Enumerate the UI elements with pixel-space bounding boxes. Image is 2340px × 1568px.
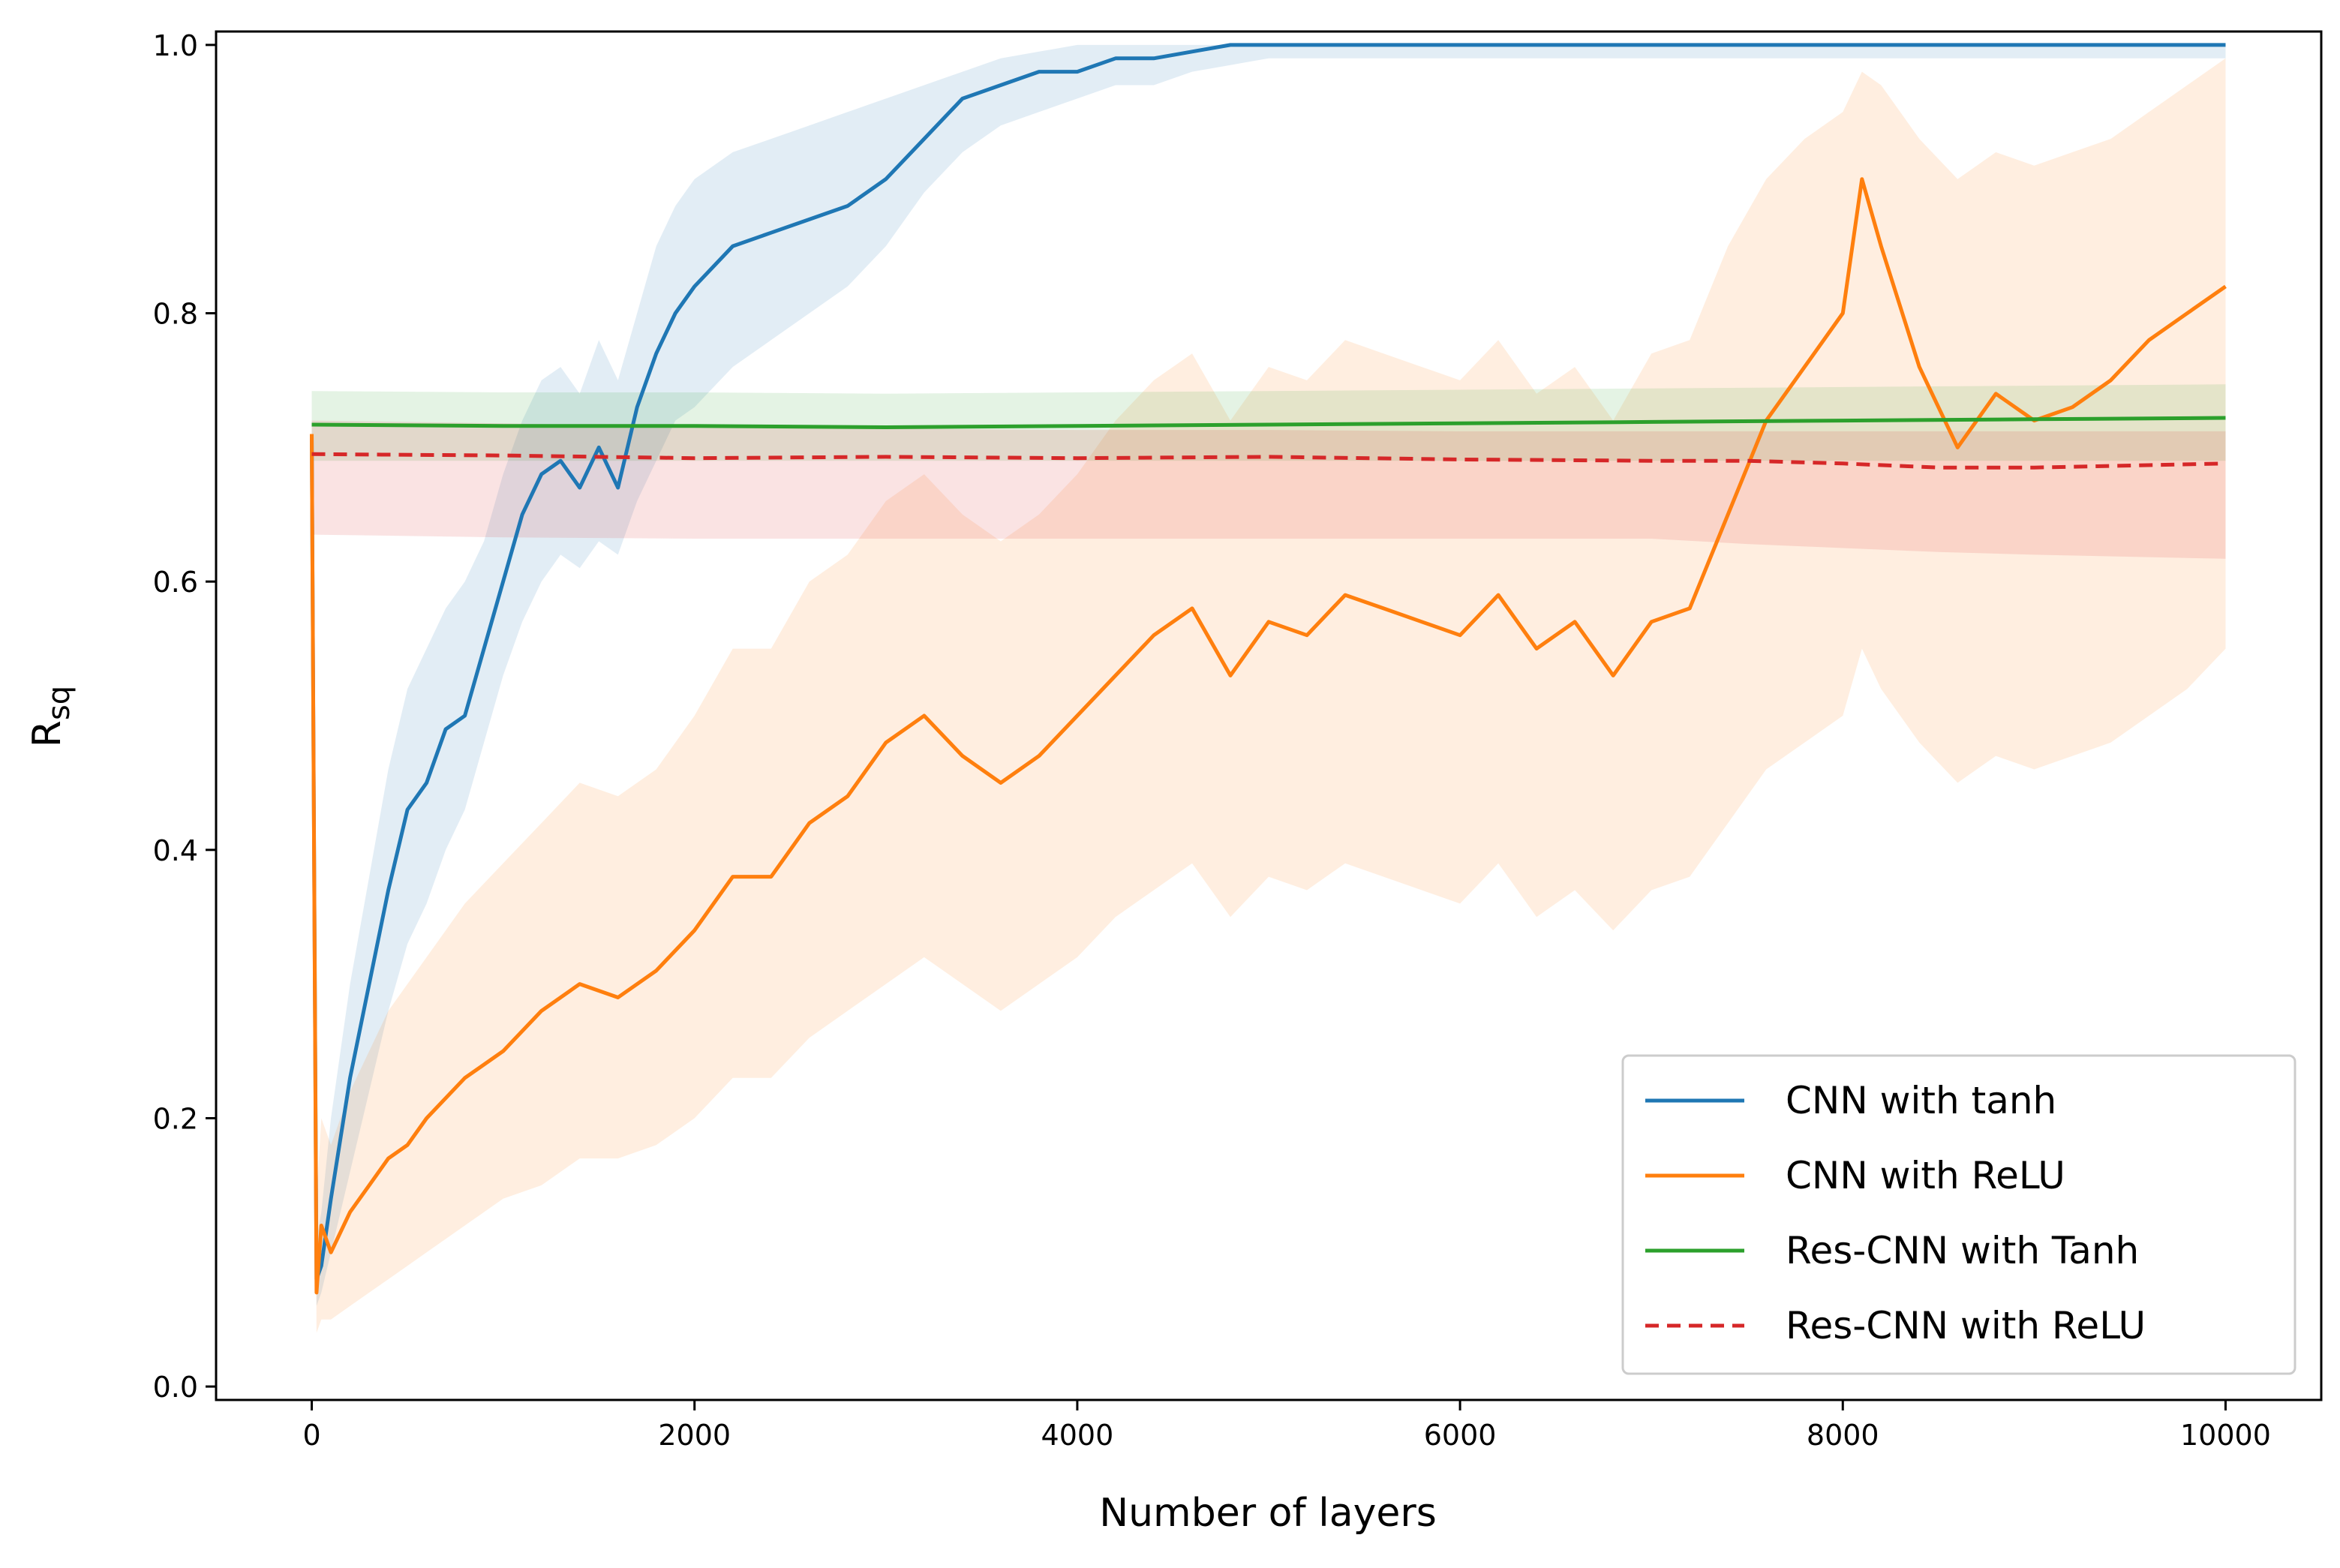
- y-axis-label-subscript: sq: [42, 686, 77, 720]
- x-axis-label: Number of layers: [1099, 1491, 1437, 1536]
- legend-label-res-cnn-with-relu: Res-CNN with ReLU: [1786, 1304, 2146, 1347]
- y-tick-label: 0.6: [153, 566, 198, 599]
- confidence-bands: [311, 44, 2226, 1333]
- y-tick-label: 0.4: [153, 834, 198, 867]
- series-lines: [310, 43, 2227, 1295]
- legend: CNN with tanh CNN with ReLU Res-CNN with T…: [1621, 1054, 2296, 1375]
- plot-frame: [215, 30, 2323, 1401]
- band-cnn-with-relu: [311, 58, 2226, 1333]
- legend-box: [1621, 1054, 2296, 1375]
- y-tick-label: 0.8: [153, 298, 198, 331]
- x-tick-label: 10000: [2180, 1419, 2271, 1452]
- y-axis-label: Rsq: [25, 686, 77, 747]
- series-line-cnn-with-tanh: [310, 43, 2226, 1281]
- legend-label-cnn-with-relu: CNN with ReLU: [1786, 1154, 2065, 1197]
- x-tick-label: 6000: [1424, 1419, 1497, 1452]
- legend-label-res-cnn-with-tanh: Res-CNN with Tanh: [1786, 1229, 2139, 1272]
- y-tick-label: 0.0: [153, 1371, 198, 1404]
- y-tick-label: 0.2: [153, 1102, 198, 1135]
- series-line-cnn-with-relu: [310, 177, 2227, 1295]
- series-line-res-cnn-with-tanh: [311, 416, 2226, 429]
- y-tick-label: 1.0: [153, 29, 198, 62]
- x-tick-label: 8000: [1807, 1419, 1879, 1452]
- legend-label-cnn-with-tanh: CNN with tanh: [1786, 1079, 2056, 1122]
- band-res-cnn-with-relu: [311, 420, 2226, 559]
- x-tick-label: 0: [302, 1419, 320, 1452]
- x-tick-label: 2000: [658, 1419, 731, 1452]
- y-axis-label-main: R: [25, 720, 70, 747]
- axis-ticks: 0 2000 4000 6000 8000 10000 0.0 0.2 0.4 0.6 0.8 1.0: [153, 29, 2271, 1452]
- band-res-cnn-with-tanh: [311, 384, 2226, 461]
- x-tick-label: 4000: [1041, 1419, 1114, 1452]
- series-line-res-cnn-with-relu: [311, 452, 2226, 470]
